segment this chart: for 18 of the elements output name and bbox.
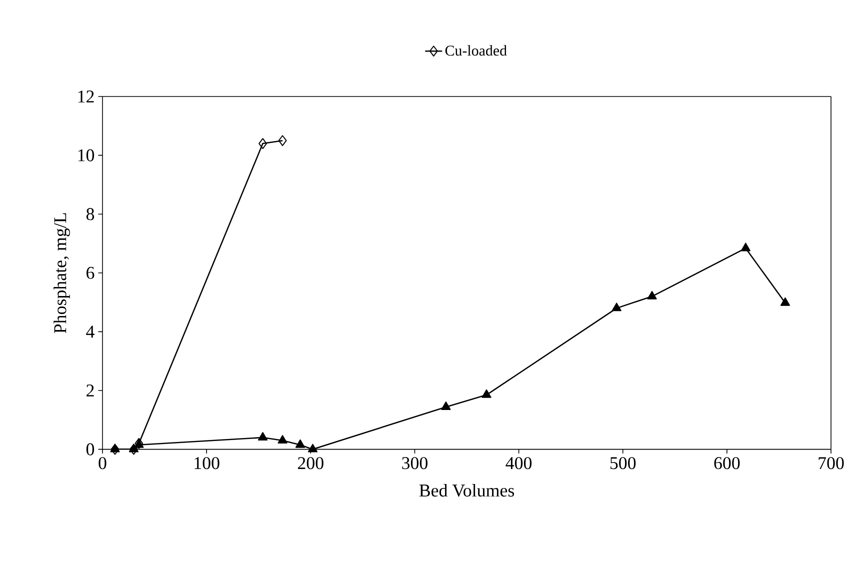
x-tick-label: 500 [610,457,636,470]
y-tick-label: 6 [86,266,94,279]
x-tick-label: 600 [714,457,740,470]
x-tick-label: 700 [818,457,844,470]
x-tick-label: 200 [298,457,324,470]
x-tick-label: 100 [194,457,220,470]
x-tick-label: 0 [98,457,106,470]
y-tick-label: 0 [86,443,94,456]
x-axis-title: Bed Volumes [419,484,514,497]
y-tick-label: 8 [86,208,94,220]
legend-label: Cu-loaded [445,45,507,56]
y-tick-label: 10 [78,149,94,162]
y-tick-label: 2 [86,384,94,396]
x-tick-label: 400 [506,457,532,470]
y-tick-label: 4 [86,326,94,338]
x-tick-label: 300 [402,457,428,470]
y-axis-title: Phosphate, mg/L [54,213,70,334]
y-tick-label: 12 [78,90,94,102]
